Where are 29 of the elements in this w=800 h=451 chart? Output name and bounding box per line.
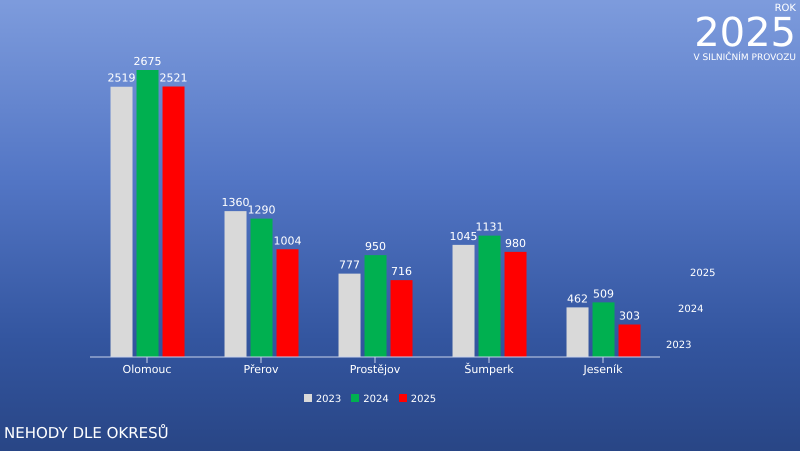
text: 2023 (666, 340, 692, 351)
data-label: 950 (365, 240, 386, 254)
data-label: 509 (593, 287, 614, 300)
data-label: 716 (391, 265, 412, 278)
data-label: 2521 (160, 72, 188, 85)
legend-label: 2023 (316, 394, 342, 405)
text: 2024 (678, 304, 704, 315)
data-label: 980 (505, 236, 526, 250)
data-label: 1290 (248, 204, 276, 217)
x-tick-label: Prostějov (350, 362, 401, 376)
x-tick-label: Jeseník (582, 362, 624, 376)
legend-label: 2024 (363, 394, 389, 405)
data-label: 1360 (222, 196, 250, 210)
text: NEHODY DLE OKRESŮ (4, 424, 169, 442)
x-tick-label: Olomouc (122, 362, 172, 376)
data-label: 303 (619, 309, 640, 322)
data-label: 462 (567, 292, 588, 306)
data-label: 1131 (476, 220, 504, 234)
data-label: 1004 (274, 234, 302, 248)
text: 2025 (690, 268, 716, 279)
x-tick-label: Šumperk (464, 362, 514, 376)
data-label: 777 (339, 258, 360, 272)
x-tick-label: Přerov (243, 362, 279, 376)
data-label: 2519 (108, 72, 136, 85)
data-label: 2675 (134, 55, 162, 68)
text: V SILNIČNÍM PROVOZU (693, 52, 796, 64)
legend-label: 2025 (410, 394, 436, 405)
text: ROK (774, 3, 796, 14)
data-label: 1045 (450, 230, 478, 243)
